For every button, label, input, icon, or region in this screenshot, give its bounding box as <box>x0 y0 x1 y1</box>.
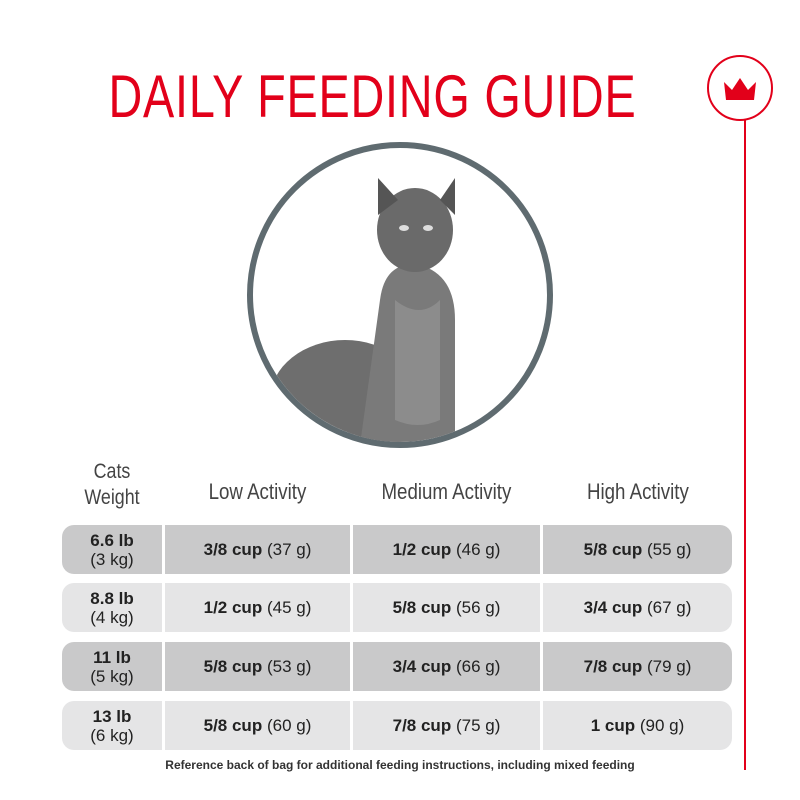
cup-amount: 5/8 cup <box>583 540 643 559</box>
table-cell: 3/4 cup (66 g) <box>353 642 540 691</box>
weight-kg: (3 kg) <box>90 549 134 569</box>
title-text: DAILY FEEDING GUIDE <box>108 63 637 130</box>
cell-separator <box>350 525 353 574</box>
gram-amount: (56 g) <box>455 598 501 617</box>
cup-amount: 1 cup <box>590 716 636 735</box>
table-cell: 5/8 cup (60 g) <box>165 701 350 750</box>
table-cell: 5/8 cup (56 g) <box>353 583 540 632</box>
table-cell: 5/8 cup (53 g) <box>165 642 350 691</box>
logo-crown <box>724 78 756 100</box>
gram-amount: (45 g) <box>266 598 312 617</box>
column-header-text: Cats Weight <box>84 460 140 509</box>
cup-amount: 5/8 cup <box>392 598 452 617</box>
weight-lb: 8.8 lb <box>90 588 134 608</box>
table-cell: 8.8 lb (4 kg) <box>62 583 162 632</box>
cell-separator <box>162 525 165 574</box>
column-header-text: High Activity <box>586 479 689 504</box>
column-header-text: Medium Activity <box>381 479 512 504</box>
footnote: Reference back of bag for additional fee… <box>165 758 635 772</box>
cell-separator <box>162 583 165 632</box>
gram-amount: (67 g) <box>646 598 692 617</box>
weight-kg: (6 kg) <box>90 725 134 745</box>
gram-amount: (79 g) <box>646 657 692 676</box>
cell-separator <box>350 583 353 632</box>
cup-amount: 7/8 cup <box>583 657 643 676</box>
weight-lb: 6.6 lb <box>90 530 134 550</box>
cell-separator <box>540 642 543 691</box>
table-row: 8.8 lb (4 kg) 1/2 cup (45 g) 5/8 cup (56 g)… <box>62 583 732 632</box>
cell-separator <box>540 701 543 750</box>
cup-amount: 5/8 cup <box>203 716 263 735</box>
gram-amount: (37 g) <box>266 540 312 559</box>
table-cell: 7/8 cup (79 g) <box>543 642 732 691</box>
table-cell: 13 lb (6 kg) <box>62 701 162 750</box>
cup-amount: 3/4 cup <box>392 657 452 676</box>
cell-separator <box>350 642 353 691</box>
gram-amount: (53 g) <box>266 657 312 676</box>
cell-separator <box>162 701 165 750</box>
table-row: 13 lb (6 kg) 5/8 cup (60 g) 7/8 cup (75 g) 1… <box>62 701 732 750</box>
cup-amount: 3/8 cup <box>203 540 263 559</box>
table-cell: 6.6 lb (3 kg) <box>62 525 162 574</box>
gram-amount: (60 g) <box>266 716 312 735</box>
table-cell: 5/8 cup (55 g) <box>543 525 732 574</box>
title: DAILY FEEDING GUIDE <box>0 62 745 131</box>
cup-amount: 5/8 cup <box>203 657 263 676</box>
weight-lb: 13 lb <box>92 706 132 726</box>
cup-amount: 1/2 cup <box>203 598 263 617</box>
table-cell: 11 lb (5 kg) <box>62 642 162 691</box>
weight-kg: (5 kg) <box>90 666 134 686</box>
table-cell: 1/2 cup (46 g) <box>353 525 540 574</box>
table-cell: 3/4 cup (67 g) <box>543 583 732 632</box>
gram-amount: (75 g) <box>455 716 501 735</box>
gram-amount: (66 g) <box>455 657 501 676</box>
weight-kg: (4 kg) <box>90 607 134 627</box>
table-cell: 3/8 cup (37 g) <box>165 525 350 574</box>
column-header: High Activity <box>543 470 732 514</box>
table-cell: 1/2 cup (45 g) <box>165 583 350 632</box>
gram-amount: (90 g) <box>639 716 685 735</box>
table-cell: 7/8 cup (75 g) <box>353 701 540 750</box>
cup-amount: 1/2 cup <box>392 540 452 559</box>
column-header: Cats Weight <box>62 455 162 515</box>
table-row: 11 lb (5 kg) 5/8 cup (53 g) 3/4 cup (66 g) 7… <box>62 642 732 691</box>
gram-amount: (46 g) <box>455 540 501 559</box>
cup-amount: 7/8 cup <box>392 716 452 735</box>
cell-separator <box>540 525 543 574</box>
cell-separator <box>350 701 353 750</box>
cell-separator <box>540 583 543 632</box>
weight-lb: 11 lb <box>93 647 131 667</box>
column-header: Medium Activity <box>353 470 540 514</box>
cup-amount: 3/4 cup <box>583 598 643 617</box>
cell-separator <box>162 642 165 691</box>
gram-amount: (55 g) <box>646 540 692 559</box>
column-header: Low Activity <box>165 470 350 514</box>
column-header-text: Low Activity <box>208 479 307 504</box>
table-cell: 1 cup (90 g) <box>543 701 732 750</box>
table-row: 6.6 lb (3 kg) 3/8 cup (37 g) 1/2 cup (46 g)… <box>62 525 732 574</box>
